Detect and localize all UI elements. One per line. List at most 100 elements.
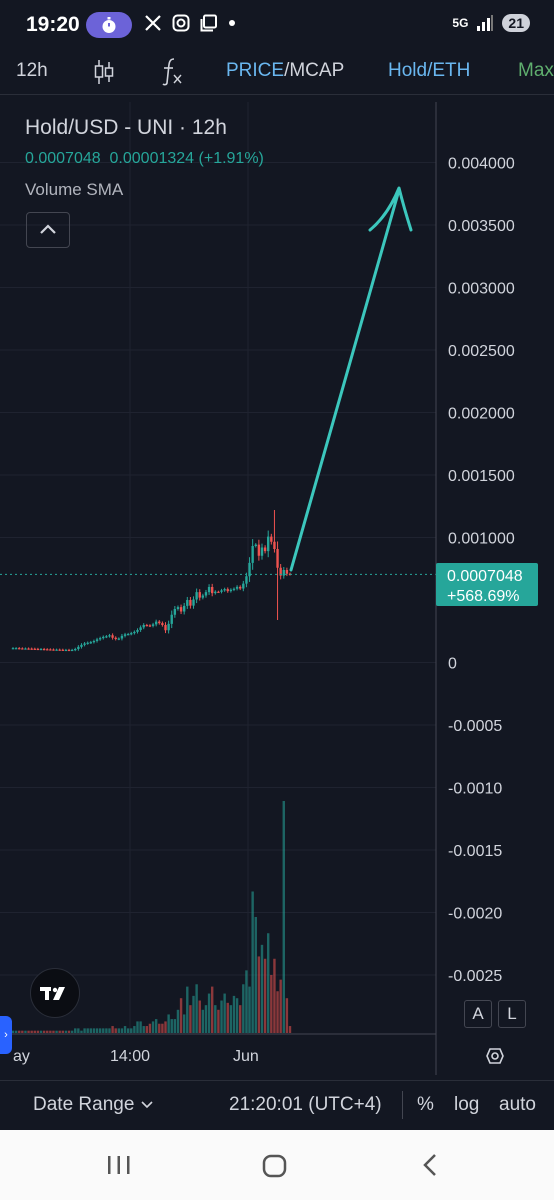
pair-toggle[interactable]: Hold/ETH <box>388 60 471 81</box>
last-price-value: 0.0007048 <box>447 568 523 585</box>
candle-body <box>192 599 195 606</box>
y-tick-label: 0.004000 <box>448 156 515 173</box>
candle-body <box>223 589 226 591</box>
date-range-label: Date Range <box>33 1094 135 1115</box>
volume-bar <box>42 1030 46 1033</box>
chart-bottom-bar: Date Range 21:20:01 (UTC+4) % log auto <box>0 1080 554 1129</box>
candle-type-icon[interactable] <box>92 58 116 86</box>
chart-grid <box>0 102 436 1034</box>
network-type: 5G <box>452 16 469 30</box>
volume-bar <box>154 1019 158 1033</box>
volume-bar <box>117 1028 121 1033</box>
candle-body <box>154 621 158 625</box>
volume-bar <box>270 975 273 1033</box>
dot-icon <box>229 20 235 26</box>
candle-body <box>105 636 108 638</box>
candle-body <box>161 623 164 625</box>
volume-bar <box>192 995 195 1033</box>
price-axis-labels: 0.004000 0.003500 0.003000 0.002500 0.002000… <box>448 156 515 986</box>
system-nav-bar <box>0 1130 554 1200</box>
volume-bar <box>263 958 267 1033</box>
side-panel-handle[interactable]: › <box>0 1016 12 1054</box>
volume-bar <box>288 1026 292 1033</box>
legend-title: Hold/USD - UNI · 12h <box>25 116 227 139</box>
volume-bar <box>92 1028 96 1033</box>
candle-body <box>114 637 117 639</box>
volume-bar <box>98 1028 102 1033</box>
price-mcap-toggle[interactable]: PRICE/MCAP <box>226 60 344 82</box>
candle-body <box>189 600 192 606</box>
y-tick-label: 0 <box>448 656 457 673</box>
price-label: PRICE <box>226 60 285 81</box>
candle-body <box>186 600 189 606</box>
volume-bar <box>120 1028 124 1033</box>
candle-body <box>139 627 142 630</box>
legend-values: 0.0007048 0.00001324 (+1.91%) <box>25 150 264 168</box>
instagram-icon <box>172 14 190 32</box>
candle-body <box>148 625 152 627</box>
clock-timezone[interactable]: 21:20:01 (UTC+4) <box>229 1094 382 1115</box>
candle-body <box>173 609 177 615</box>
candle-body <box>39 649 43 651</box>
percent-scale-button[interactable]: % <box>417 1094 434 1115</box>
candle-body <box>58 649 61 651</box>
volume-bar <box>242 984 245 1033</box>
candle-body <box>242 583 245 589</box>
back-icon[interactable] <box>420 1152 440 1178</box>
candle-body <box>120 635 124 639</box>
volume-bar <box>111 1026 114 1033</box>
volume-bar <box>77 1028 80 1033</box>
candle-body <box>130 633 133 635</box>
volume-bar <box>239 1005 242 1033</box>
volume-bar <box>223 993 226 1033</box>
candle-body <box>260 547 264 556</box>
candle-body <box>77 646 80 649</box>
volume-bar <box>167 1014 170 1033</box>
time-axis-settings-icon[interactable] <box>486 1048 504 1064</box>
chart-toolbar: 12h PRICE/MCAP Hold/ETH Max <box>0 50 554 95</box>
time-axis-labels: ay 14:00 Jun <box>13 1048 259 1065</box>
volume-bar <box>36 1030 40 1033</box>
home-icon[interactable] <box>262 1154 288 1178</box>
volume-bar <box>260 944 264 1033</box>
log-scale-toggle[interactable]: log <box>454 1094 480 1115</box>
recent-apps-icon[interactable] <box>106 1154 132 1176</box>
interval-selector[interactable]: 12h <box>16 60 48 81</box>
volume-bar <box>170 1019 173 1033</box>
candle-body <box>257 544 261 556</box>
candle-body <box>117 638 121 640</box>
legend-collapse-button[interactable] <box>26 212 70 248</box>
log-scale-button[interactable]: L <box>498 1000 526 1028</box>
auto-scale-toggle[interactable]: auto <box>499 1094 536 1115</box>
volume-bar <box>207 993 211 1033</box>
volume-bar <box>189 1005 192 1033</box>
stopwatch-pill[interactable] <box>86 12 132 38</box>
volume-bar <box>123 1026 127 1033</box>
auto-scale-button[interactable]: A <box>464 1000 492 1028</box>
candle-body <box>11 648 15 650</box>
candle-body <box>123 634 127 636</box>
candle-body <box>36 648 40 651</box>
volume-bar <box>49 1030 52 1033</box>
candle-body <box>151 624 155 626</box>
candle-body <box>217 591 220 593</box>
volume-bar <box>148 1023 152 1033</box>
candle-body <box>14 648 18 650</box>
max-button[interactable]: Max <box>518 60 554 81</box>
indicators-icon[interactable] <box>160 56 184 86</box>
candle-body <box>126 634 130 636</box>
volume-bar <box>64 1030 68 1033</box>
candle-body <box>74 649 77 651</box>
volume-bar <box>58 1030 61 1033</box>
volume-bar <box>232 995 236 1033</box>
legend-volume-indicator[interactable]: Volume SMA <box>25 180 124 199</box>
candle-body <box>89 642 93 644</box>
volume-bar <box>285 998 289 1033</box>
volume-bar <box>161 1023 164 1033</box>
candle-body <box>21 648 24 650</box>
candle-body <box>276 549 279 568</box>
tradingview-logo[interactable] <box>30 968 80 1018</box>
date-range-button[interactable]: Date Range <box>33 1094 154 1116</box>
volume-bar <box>18 1030 21 1033</box>
